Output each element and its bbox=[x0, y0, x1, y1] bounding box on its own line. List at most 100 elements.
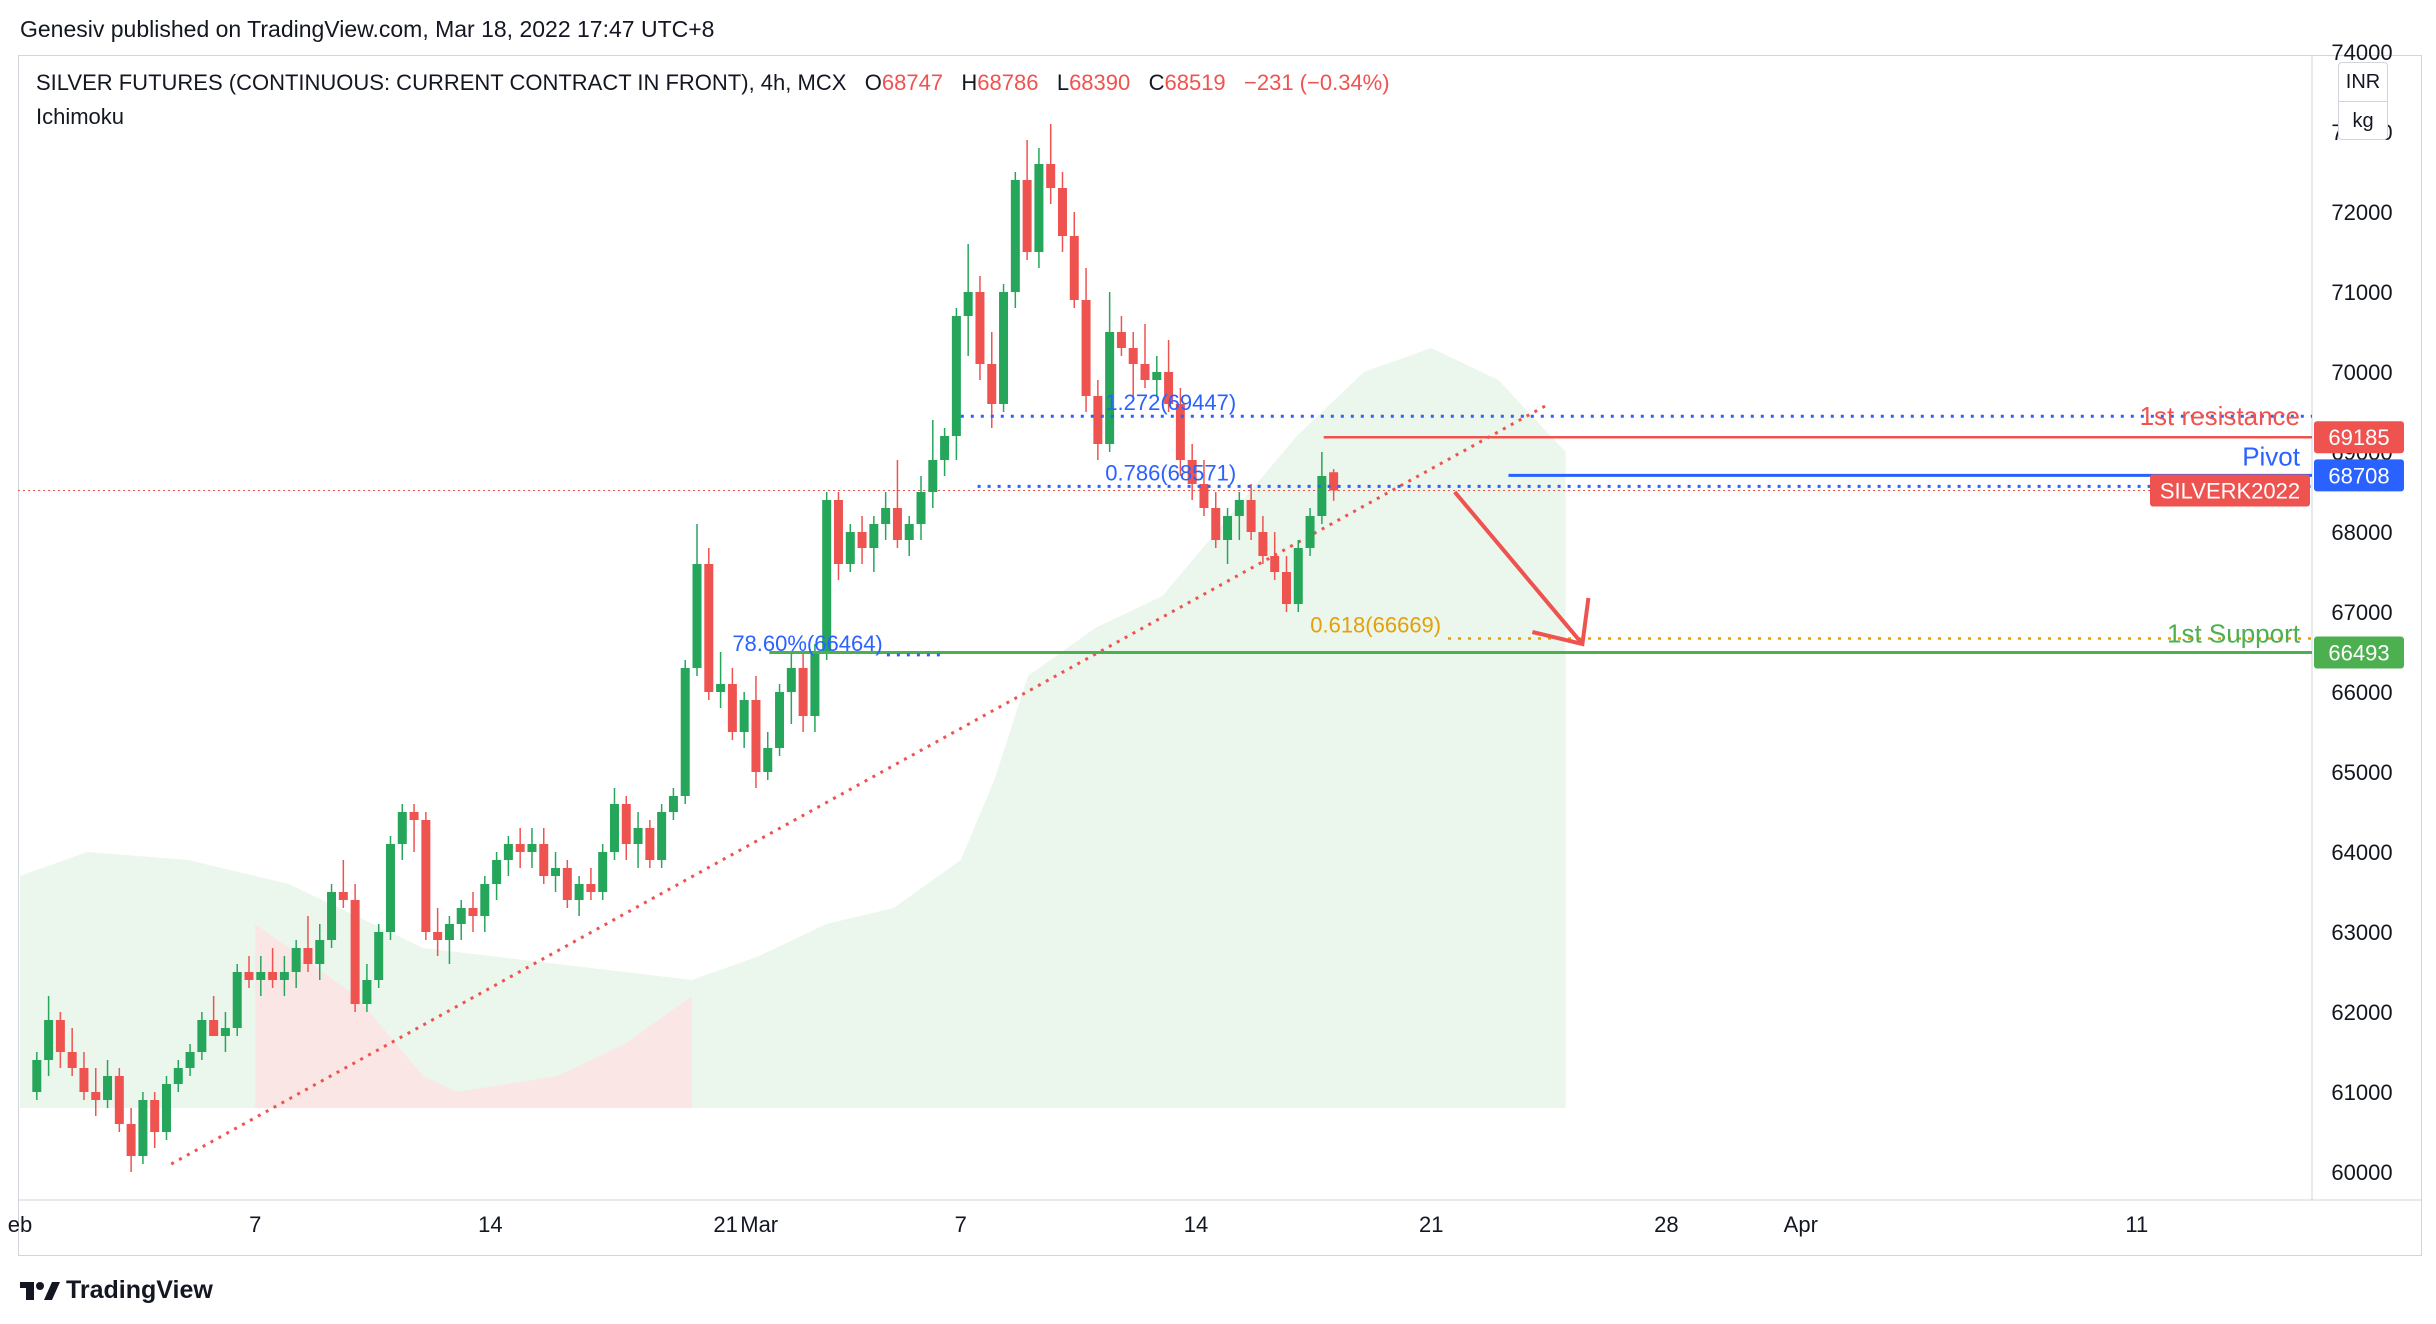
candle-body[interactable] bbox=[999, 292, 1009, 404]
chart-frame[interactable] bbox=[18, 55, 2422, 1256]
candle-body[interactable] bbox=[645, 828, 655, 860]
candle-body[interactable] bbox=[421, 820, 431, 932]
candle-body[interactable] bbox=[940, 436, 950, 460]
candle-body[interactable] bbox=[91, 1092, 101, 1100]
candle-body[interactable] bbox=[951, 316, 961, 436]
candle-body[interactable] bbox=[1234, 500, 1244, 516]
candle-body[interactable] bbox=[1258, 532, 1268, 556]
candle-body[interactable] bbox=[657, 812, 667, 860]
candle-body[interactable] bbox=[220, 1028, 230, 1036]
candle-body[interactable] bbox=[892, 508, 902, 540]
candle-body[interactable] bbox=[633, 828, 643, 844]
candle-body[interactable] bbox=[385, 844, 395, 932]
candle-body[interactable] bbox=[150, 1100, 160, 1132]
candle-body[interactable] bbox=[1293, 548, 1303, 604]
candle-body[interactable] bbox=[928, 460, 938, 492]
currency-label[interactable]: INR bbox=[2345, 71, 2381, 93]
candle-body[interactable] bbox=[1187, 460, 1197, 484]
candle-body[interactable] bbox=[303, 948, 313, 964]
candle-body[interactable] bbox=[1057, 188, 1067, 236]
candle-body[interactable] bbox=[869, 524, 879, 548]
candle-body[interactable] bbox=[173, 1068, 183, 1084]
candle-body[interactable] bbox=[468, 908, 478, 916]
candle-body[interactable] bbox=[1034, 164, 1044, 252]
projection-arrow[interactable] bbox=[1453, 490, 1584, 646]
candle-body[interactable] bbox=[527, 844, 537, 852]
candle-body[interactable] bbox=[433, 932, 443, 940]
candle-body[interactable] bbox=[1081, 300, 1091, 396]
candle-body[interactable] bbox=[1329, 472, 1339, 491]
candle-body[interactable] bbox=[881, 508, 891, 524]
candle-body[interactable] bbox=[197, 1020, 207, 1052]
candle-body[interactable] bbox=[1046, 164, 1056, 188]
candle-body[interactable] bbox=[492, 860, 502, 884]
candle-body[interactable] bbox=[103, 1076, 113, 1100]
candle-body[interactable] bbox=[1116, 332, 1126, 348]
candle-body[interactable] bbox=[1270, 556, 1280, 572]
resistance-price-tag-bg[interactable] bbox=[2314, 421, 2404, 454]
candle-body[interactable] bbox=[1175, 404, 1185, 460]
candle-body[interactable] bbox=[1093, 396, 1103, 444]
candle-body[interactable] bbox=[291, 948, 301, 972]
candle-body[interactable] bbox=[185, 1052, 195, 1068]
candle-body[interactable] bbox=[161, 1084, 171, 1132]
candle-body[interactable] bbox=[562, 868, 572, 900]
candle-body[interactable] bbox=[1069, 236, 1079, 300]
candle-body[interactable] bbox=[692, 564, 702, 668]
candle-body[interactable] bbox=[1305, 516, 1315, 548]
candle-body[interactable] bbox=[1022, 180, 1032, 252]
support-price-tag-bg[interactable] bbox=[2314, 636, 2404, 669]
candle-body[interactable] bbox=[680, 668, 690, 796]
candle-body[interactable] bbox=[327, 892, 337, 940]
candle-body[interactable] bbox=[114, 1076, 124, 1124]
candle-body[interactable] bbox=[822, 500, 832, 652]
candle-body[interactable] bbox=[244, 972, 254, 980]
candle-body[interactable] bbox=[1223, 516, 1233, 540]
candle-body[interactable] bbox=[232, 972, 242, 1028]
candle-body[interactable] bbox=[350, 900, 360, 1004]
candle-body[interactable] bbox=[1010, 180, 1020, 292]
indicator-label[interactable]: Ichimoku bbox=[36, 104, 125, 129]
currency-unit-selector[interactable]: INR kg bbox=[2338, 62, 2388, 140]
candle-body[interactable] bbox=[338, 892, 348, 900]
candle-body[interactable] bbox=[786, 668, 796, 692]
candle-body[interactable] bbox=[975, 292, 985, 364]
candle-body[interactable] bbox=[362, 980, 372, 1004]
candle-body[interactable] bbox=[574, 884, 584, 900]
candle-body[interactable] bbox=[1164, 372, 1174, 404]
trendline[interactable] bbox=[170, 402, 1550, 1166]
candle-body[interactable] bbox=[845, 532, 855, 564]
candle-body[interactable] bbox=[1281, 572, 1291, 604]
candle-body[interactable] bbox=[32, 1060, 42, 1092]
unit-label[interactable]: kg bbox=[2352, 110, 2374, 132]
candle-body[interactable] bbox=[798, 668, 808, 716]
candle-body[interactable] bbox=[1246, 500, 1256, 532]
candle-body[interactable] bbox=[904, 524, 914, 540]
tradingview-logo[interactable]: TradingView bbox=[20, 1276, 213, 1305]
candle-body[interactable] bbox=[810, 652, 820, 716]
candle-body[interactable] bbox=[444, 924, 454, 940]
candle-body[interactable] bbox=[586, 884, 596, 892]
candle-body[interactable] bbox=[857, 532, 867, 548]
candle-body[interactable] bbox=[916, 492, 926, 524]
candle-body[interactable] bbox=[409, 812, 419, 820]
candle-body[interactable] bbox=[503, 844, 513, 860]
candle-body[interactable] bbox=[1211, 508, 1221, 540]
candle-body[interactable] bbox=[621, 804, 631, 844]
candle-body[interactable] bbox=[716, 684, 726, 692]
candle-body[interactable] bbox=[138, 1100, 148, 1156]
candle-body[interactable] bbox=[668, 796, 678, 812]
candle-body[interactable] bbox=[268, 972, 278, 980]
candle-body[interactable] bbox=[279, 972, 289, 980]
candle-body[interactable] bbox=[1105, 332, 1115, 444]
candle-body[interactable] bbox=[987, 364, 997, 404]
candle-body[interactable] bbox=[704, 564, 714, 692]
candle-body[interactable] bbox=[256, 972, 266, 980]
pivot-price-tag-bg[interactable] bbox=[2314, 459, 2404, 492]
candle-body[interactable] bbox=[751, 700, 761, 772]
candle-body[interactable] bbox=[480, 884, 490, 916]
candle-body[interactable] bbox=[374, 932, 384, 980]
candle-body[interactable] bbox=[126, 1124, 136, 1156]
candle-body[interactable] bbox=[609, 804, 619, 852]
